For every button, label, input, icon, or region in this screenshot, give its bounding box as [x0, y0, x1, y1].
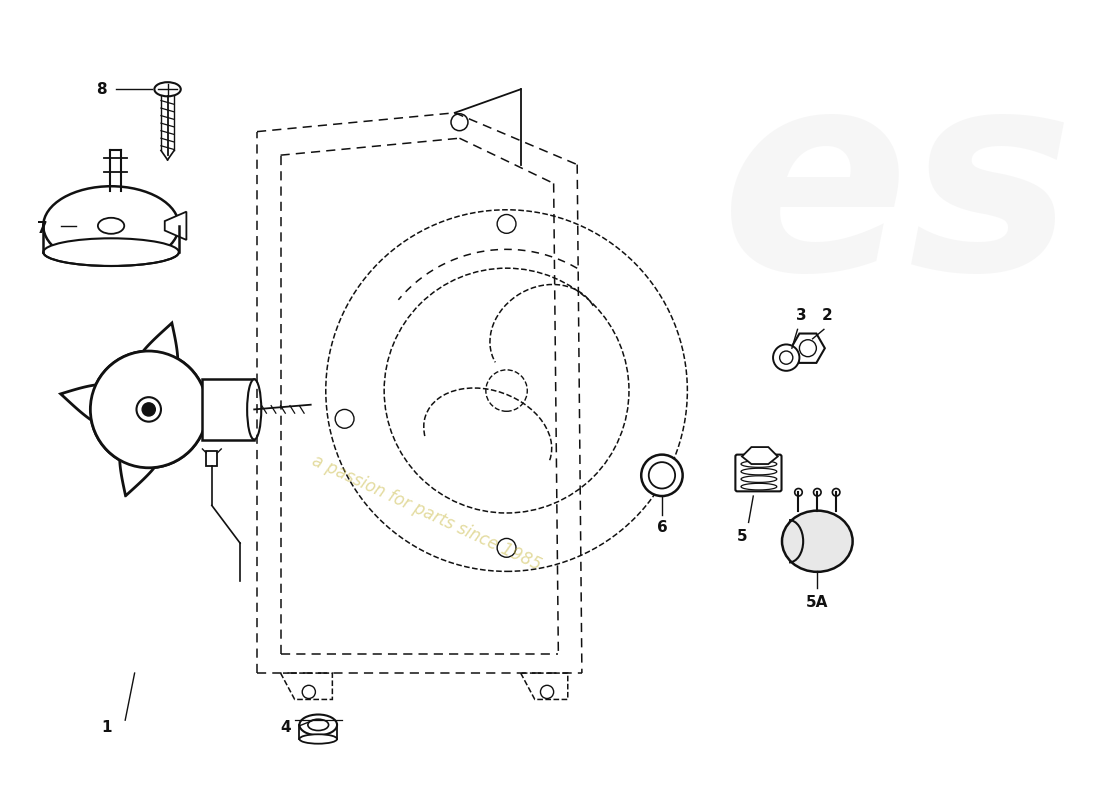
Circle shape: [336, 410, 354, 428]
Circle shape: [780, 351, 793, 364]
Text: es: es: [720, 58, 1075, 328]
Circle shape: [540, 686, 553, 698]
Ellipse shape: [43, 186, 179, 266]
Text: 3: 3: [796, 308, 806, 322]
Ellipse shape: [248, 379, 262, 439]
Polygon shape: [791, 334, 825, 363]
Ellipse shape: [299, 714, 337, 735]
Circle shape: [800, 340, 816, 357]
Circle shape: [497, 214, 516, 234]
Circle shape: [90, 351, 207, 468]
Text: 5: 5: [737, 529, 747, 544]
Circle shape: [833, 489, 840, 496]
Circle shape: [497, 538, 516, 558]
Polygon shape: [742, 447, 778, 464]
Text: 4: 4: [280, 720, 290, 735]
Polygon shape: [165, 212, 186, 240]
Polygon shape: [206, 451, 218, 466]
Circle shape: [136, 397, 161, 422]
FancyBboxPatch shape: [736, 454, 781, 491]
Circle shape: [90, 351, 207, 468]
Text: 6: 6: [657, 520, 668, 534]
Text: 5A: 5A: [806, 595, 828, 610]
Text: 7: 7: [37, 221, 47, 236]
Circle shape: [794, 489, 802, 496]
Circle shape: [302, 686, 316, 698]
Circle shape: [641, 454, 683, 496]
Polygon shape: [148, 389, 236, 434]
Circle shape: [814, 489, 821, 496]
Text: 8: 8: [97, 82, 107, 97]
Text: 2: 2: [822, 308, 832, 322]
Ellipse shape: [98, 218, 124, 234]
Polygon shape: [131, 323, 178, 410]
Circle shape: [136, 397, 161, 422]
Ellipse shape: [299, 734, 337, 744]
Circle shape: [773, 345, 800, 371]
Circle shape: [142, 403, 155, 416]
Text: a passion for parts since 1985: a passion for parts since 1985: [309, 452, 544, 574]
Ellipse shape: [782, 510, 852, 572]
Circle shape: [649, 462, 675, 489]
Polygon shape: [120, 410, 166, 496]
Ellipse shape: [154, 82, 180, 96]
Circle shape: [142, 403, 155, 416]
Ellipse shape: [308, 719, 329, 730]
Circle shape: [451, 114, 468, 130]
Text: 1: 1: [101, 720, 111, 735]
Polygon shape: [202, 379, 254, 439]
Ellipse shape: [43, 238, 179, 266]
Polygon shape: [60, 384, 148, 430]
